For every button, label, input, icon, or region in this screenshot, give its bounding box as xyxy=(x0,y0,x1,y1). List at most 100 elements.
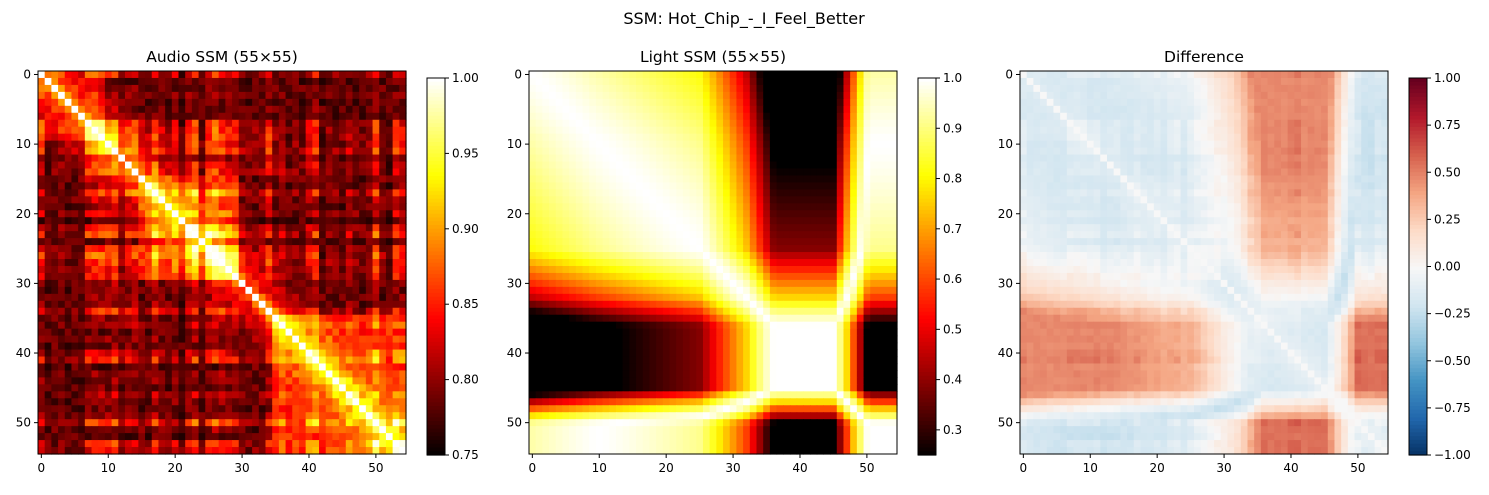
heatmap-cell xyxy=(890,272,898,281)
heatmap-cell xyxy=(365,259,374,267)
heatmap-cell xyxy=(676,210,684,218)
heatmap-cell xyxy=(385,182,394,190)
heatmap-cell xyxy=(642,231,651,239)
heatmap-cell xyxy=(332,217,340,225)
heatmap-cell xyxy=(776,252,784,260)
colorbar-step xyxy=(427,390,445,396)
heatmap-cell xyxy=(171,231,180,239)
heatmap-cell xyxy=(104,77,113,86)
heatmap-cell xyxy=(91,342,99,351)
heatmap-cell xyxy=(756,112,764,121)
heatmap-cell xyxy=(131,189,139,197)
heatmap-cell xyxy=(232,377,240,385)
colorbar-step xyxy=(427,213,445,219)
heatmap-cell xyxy=(743,293,751,302)
heatmap-cell xyxy=(298,245,307,253)
heatmap-cell xyxy=(662,293,671,302)
heatmap-cell xyxy=(562,238,570,246)
heatmap-cell xyxy=(555,140,564,149)
heatmap-cell xyxy=(656,265,664,274)
heatmap-cell xyxy=(339,168,347,177)
colorbar-step xyxy=(427,187,445,192)
heatmap-cell xyxy=(198,405,206,413)
heatmap-cell xyxy=(339,300,347,309)
heatmap-cell xyxy=(325,370,333,378)
colorbar-step xyxy=(427,206,445,211)
heatmap-cell xyxy=(298,182,307,190)
heatmap-cell xyxy=(535,161,543,170)
heatmap-cell xyxy=(676,105,684,114)
heatmap-cell xyxy=(549,279,557,288)
heatmap-cell xyxy=(332,245,340,253)
heatmap-cell xyxy=(836,259,845,267)
heatmap-cell xyxy=(549,84,557,93)
heatmap-cell xyxy=(124,335,133,344)
heatmap-cell xyxy=(669,238,677,246)
heatmap-cell xyxy=(816,98,824,107)
heatmap-cell xyxy=(178,370,186,378)
heatmap-cell xyxy=(359,71,367,79)
heatmap-cell xyxy=(856,161,865,170)
heatmap-cell xyxy=(232,356,240,365)
heatmap-cell xyxy=(372,398,380,406)
heatmap-cell xyxy=(669,77,677,86)
heatmap-cell xyxy=(345,342,354,351)
heatmap-cell xyxy=(51,293,59,302)
heatmap-cell xyxy=(332,419,340,427)
heatmap-cell xyxy=(769,71,778,79)
heatmap-cell xyxy=(325,377,333,385)
heatmap-cell xyxy=(285,238,293,246)
heatmap-cell xyxy=(325,126,333,135)
heatmap-cell xyxy=(232,133,240,142)
heatmap-cell xyxy=(856,119,865,128)
heatmap-cell xyxy=(78,91,86,100)
heatmap-cell xyxy=(332,168,340,177)
heatmap-cell xyxy=(245,245,253,253)
heatmap-cell xyxy=(58,133,66,142)
heatmap-cell xyxy=(589,140,597,149)
heatmap-cell xyxy=(78,133,86,142)
heatmap-cell xyxy=(602,105,610,114)
heatmap-cell xyxy=(609,91,617,100)
heatmap-cell xyxy=(339,189,347,197)
heatmap-cell xyxy=(71,307,79,316)
heatmap-cell xyxy=(399,231,407,239)
heatmap-cell xyxy=(345,119,354,128)
heatmap-cell xyxy=(171,161,180,170)
heatmap-cell xyxy=(339,182,347,190)
heatmap-cell xyxy=(104,391,113,399)
heatmap-cell xyxy=(64,272,73,281)
heatmap-cell xyxy=(776,259,784,267)
heatmap-cell xyxy=(656,224,664,232)
heatmap-cell xyxy=(332,126,340,135)
heatmap-cell xyxy=(98,377,106,385)
heatmap-cell xyxy=(689,98,697,107)
heatmap-cell xyxy=(716,203,724,211)
heatmap-cell xyxy=(803,182,811,190)
heatmap-cell xyxy=(863,168,871,177)
heatmap-cell xyxy=(91,384,99,392)
heatmap-cell xyxy=(278,126,287,135)
heatmap-cell xyxy=(78,196,86,204)
heatmap-cell xyxy=(749,77,758,86)
heatmap-cell xyxy=(38,314,46,323)
heatmap-cell xyxy=(542,154,550,163)
heatmap-cell xyxy=(191,307,200,316)
heatmap-cell xyxy=(749,293,758,302)
heatmap-cell xyxy=(696,286,704,295)
heatmap-cell xyxy=(702,259,711,267)
heatmap-cell xyxy=(165,182,173,190)
heatmap-cell xyxy=(379,245,387,253)
heatmap-cell xyxy=(91,405,99,413)
heatmap-cell xyxy=(756,238,764,246)
heatmap-cell xyxy=(265,259,273,267)
heatmap-cell xyxy=(238,238,247,246)
heatmap-cell xyxy=(178,363,186,372)
heatmap-cell xyxy=(696,161,704,170)
heatmap-cell xyxy=(218,405,226,413)
heatmap-cell xyxy=(789,91,798,100)
heatmap-cell xyxy=(178,203,186,211)
heatmap-cell xyxy=(319,71,327,79)
heatmap-cell xyxy=(352,182,360,190)
heatmap-cell xyxy=(392,426,400,434)
